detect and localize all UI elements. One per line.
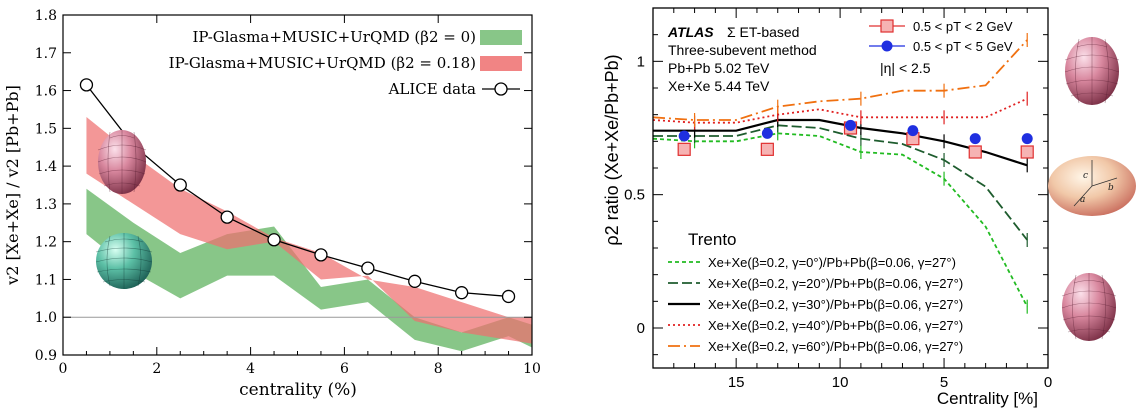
method-label: Σ ET-based [727, 24, 799, 40]
model-legend: Xe+Xe(β=0.2, γ=0°)/Pb+Pb(β=0.06, γ=27°) X… [668, 255, 963, 354]
y-tick-label: 1.5 [35, 121, 57, 137]
data-point-circle [678, 130, 690, 142]
legend-label: Xe+Xe(β=0.2, γ=40°)/Pb+Pb(β=0.06, γ=27°) [708, 318, 963, 333]
system-label-1: Pb+Pb 5.02 TeV [668, 60, 770, 76]
alice-data-line [85, 84, 509, 298]
legend-label: Xe+Xe(β=0.2, γ=0°)/Pb+Pb(β=0.06, γ=27°) [708, 255, 956, 270]
legend-label: 0.5 < pT < 5 GeV [913, 39, 1013, 54]
data-point-circle [1021, 133, 1033, 145]
legend-label: IP-Glasma+MUSIC+UrQMD (β2 = 0.18) [169, 54, 476, 72]
x-tick-label: 6 [340, 361, 349, 377]
data-point [501, 289, 516, 304]
data-point [173, 178, 187, 192]
y-tick-label: 1.2 [35, 235, 57, 251]
y-tick-label: 1.8 [35, 8, 57, 24]
model-curve [652, 39, 1028, 121]
prolate-nucleus-icon [1061, 273, 1117, 341]
y-tick-label: 0 [637, 320, 645, 337]
x-tick-label: 10 [523, 361, 541, 377]
legend-swatch-green [480, 30, 522, 45]
x-tick-label: 5 [940, 374, 948, 391]
deformed-nucleus-icon [97, 130, 147, 194]
data-legend: 0.5 < pT < 2 GeV 0.5 < pT < 5 GeV [869, 19, 1013, 54]
y-tick-label: 1.0 [35, 310, 57, 326]
system-label-2: Xe+Xe 5.44 TeV [668, 78, 770, 94]
legend-marker-square [880, 19, 894, 33]
legend-label: 0.5 < pT < 2 GeV [913, 19, 1013, 34]
x-axis-label: Centrality [%] [937, 389, 1038, 408]
data-point [220, 210, 234, 224]
legend-label: ALICE data [388, 80, 476, 98]
annotations: ATLAS Σ ET-based Three-subevent method P… [667, 24, 931, 249]
legend: IP-Glasma+MUSIC+UrQMD (β2 = 0) IP-Glasma… [169, 28, 522, 98]
legend-label: Xe+Xe(β=0.2, γ=60°)/Pb+Pb(β=0.06, γ=27°) [708, 339, 963, 354]
svg-text:a: a [1080, 195, 1085, 205]
model-curves [652, 33, 1029, 314]
data-point [314, 248, 328, 262]
data-point [454, 286, 469, 300]
legend-label: Xe+Xe(β=0.2, γ=20°)/Pb+Pb(β=0.06, γ=27°) [708, 276, 963, 291]
data-points [677, 119, 1034, 159]
experiment-label: ATLAS [667, 24, 714, 40]
data-point-circle [761, 127, 773, 139]
x-tick-label: 8 [434, 361, 443, 377]
legend-swatch-red [480, 56, 522, 71]
model-bands [86, 117, 532, 352]
data-point-square [677, 142, 691, 156]
plot-frame [652, 7, 1049, 369]
y-tick-label: 1.7 [35, 46, 57, 62]
data-series [79, 78, 516, 304]
svg-text:b: b [1108, 183, 1114, 193]
method-label-2: Three-subevent method [668, 42, 817, 58]
legend-label: Xe+Xe(β=0.2, γ=30°)/Pb+Pb(β=0.06, γ=27°) [708, 297, 963, 312]
legend-circle-marker [494, 82, 508, 96]
x-tick-label: 2 [152, 361, 161, 377]
prolate-nucleus-icon [1064, 37, 1120, 105]
x-tick-label: 15 [728, 374, 745, 391]
data-point [79, 78, 94, 92]
x-axis-label: centrality (%) [239, 380, 357, 400]
data-point-square [760, 142, 774, 156]
y-tick-label: 1.6 [35, 84, 57, 100]
model-curve [652, 132, 1029, 308]
y-tick-label: 1.3 [35, 197, 57, 213]
y-axis-label: ρ2 ratio (Xe+Xe/Pb+Pb) [602, 54, 622, 245]
data-point [267, 233, 281, 247]
left-chart: 0 2 4 6 8 10 0.9 1.0 1.1 1.2 1.3 1.4 1.5 1.6 1.7 1.8 ce… [3, 8, 541, 400]
data-point-circle [845, 119, 856, 131]
x-tick-label: 0 [1044, 374, 1052, 391]
y-tick-label: 0.9 [35, 348, 57, 364]
y-tick-label: 1.1 [35, 272, 57, 288]
y-tick-label: 1.4 [35, 159, 57, 175]
model-curve [653, 124, 1028, 241]
data-point-square [968, 145, 982, 159]
data-point-circle [907, 125, 919, 137]
x-tick-label: 10 [832, 374, 849, 391]
model-curve [652, 97, 1028, 124]
model-curve [653, 118, 1028, 167]
data-point [408, 274, 422, 288]
right-chart: 15 10 5 0 0 0.5 1 Centrality [%] ρ2 ratio (Xe+… [602, 7, 1136, 408]
triaxial-nucleus-icon: c b a [1048, 156, 1136, 216]
svg-text:c: c [1083, 171, 1088, 181]
data-point-square [1020, 145, 1034, 159]
legend-label: IP-Glasma+MUSIC+UrQMD (β2 = 0) [193, 28, 477, 46]
model-band [86, 117, 532, 344]
x-tick-label: 0 [59, 361, 68, 377]
y-axis-label: v2 [Xe+Xe] / v2 [Pb+Pb] [3, 85, 22, 286]
axis-ticks: 0 2 4 6 8 10 0.9 1.0 1.1 1.2 1.3 1.4 1.5 1.6 1.7 1.8 [35, 8, 541, 377]
y-tick-label: 1 [637, 53, 645, 70]
y-tick-label: 0.5 [624, 187, 645, 204]
legend-marker-circle [881, 40, 893, 52]
spherical-nucleus-icon [95, 233, 153, 289]
axis-ticks: 15 10 5 0 0 0.5 1 [624, 7, 1052, 391]
data-point [361, 261, 375, 275]
eta-cut-label: |η| < 2.5 [880, 60, 931, 76]
data-point-circle [969, 133, 981, 145]
model-title: Trento [688, 230, 737, 249]
x-tick-label: 4 [246, 361, 255, 377]
